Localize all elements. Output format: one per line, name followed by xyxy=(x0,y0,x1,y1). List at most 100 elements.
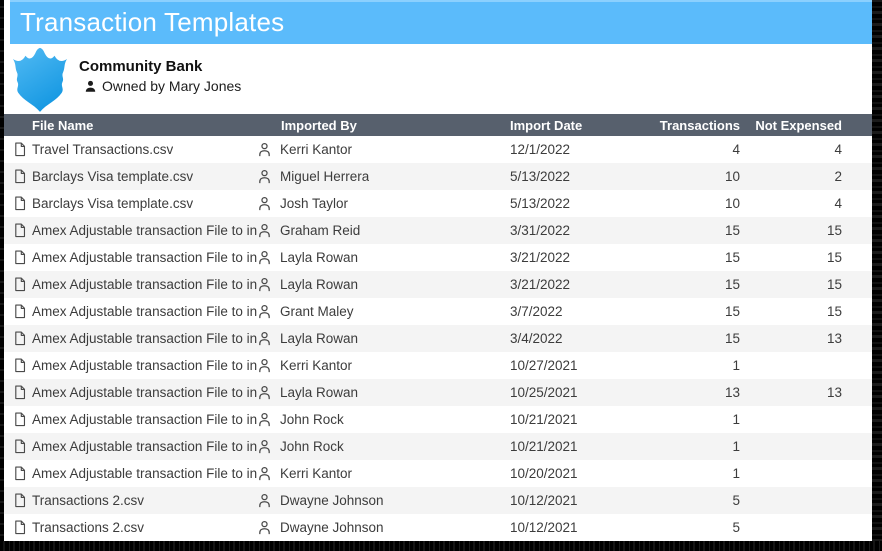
table-row[interactable]: Amex Adjustable transaction File to in G… xyxy=(4,298,872,325)
table-row[interactable]: Amex Adjustable transaction File to in J… xyxy=(4,433,872,460)
file-name-cell: Transactions 2.csv xyxy=(32,493,145,508)
file-name-cell: Amex Adjustable transaction File to in xyxy=(32,385,257,400)
import-date-cell: 12/1/2022 xyxy=(510,142,571,157)
imported-by-cell: Dwayne Johnson xyxy=(280,520,384,535)
table-row[interactable]: Amex Adjustable transaction File to in K… xyxy=(4,352,872,379)
imported-by-cell: Kerri Kantor xyxy=(280,466,353,481)
transactions-cell: 1 xyxy=(732,439,740,454)
file-name-cell: Amex Adjustable transaction File to in xyxy=(32,358,257,373)
file-name-cell: Amex Adjustable transaction File to in xyxy=(32,223,257,238)
table-row[interactable]: Amex Adjustable transaction File to in J… xyxy=(4,406,872,433)
table-row[interactable]: Travel Transactions.csv Kerri Kantor 12/… xyxy=(4,136,872,163)
table-row[interactable]: Amex Adjustable transaction File to in L… xyxy=(4,244,872,271)
report-canvas: Transaction Templates Community Bank xyxy=(4,0,872,541)
not-expensed-cell: 13 xyxy=(826,385,842,400)
column-header-not-expensed[interactable]: Not Expensed xyxy=(755,117,842,133)
templates-table: File Name Imported By Import Date Transa… xyxy=(4,114,872,541)
imported-by-cell: Layla Rowan xyxy=(280,385,359,400)
table-row[interactable]: Transactions 2.csv Dwayne Johnson 10/12/… xyxy=(4,487,872,514)
file-name-cell: Amex Adjustable transaction File to in xyxy=(32,466,257,481)
transactions-cell: 15 xyxy=(724,304,740,319)
transactions-cell: 10 xyxy=(724,169,740,184)
transactions-cell: 15 xyxy=(724,331,740,346)
table-row[interactable]: Amex Adjustable transaction File to in L… xyxy=(4,271,872,298)
person-outline-icon xyxy=(257,466,272,481)
person-outline-icon xyxy=(257,412,272,427)
file-icon xyxy=(13,142,27,157)
imported-by-cell: Layla Rowan xyxy=(280,331,359,346)
file-icon xyxy=(13,196,27,211)
table-row[interactable]: Transactions 2.csv Dwayne Johnson 10/12/… xyxy=(4,514,872,541)
file-name-cell: Amex Adjustable transaction File to in xyxy=(32,439,257,454)
transactions-cell: 13 xyxy=(724,385,740,400)
bank-owner-label: Owned by Mary Jones xyxy=(102,78,242,94)
file-icon xyxy=(13,331,27,346)
not-expensed-cell: 2 xyxy=(834,169,842,184)
not-expensed-cell: 4 xyxy=(834,196,842,211)
column-header-import-date[interactable]: Import Date xyxy=(510,117,583,133)
table-row[interactable]: Amex Adjustable transaction File to in L… xyxy=(4,379,872,406)
imported-by-cell: John Rock xyxy=(280,412,344,427)
person-outline-icon xyxy=(257,142,272,157)
import-date-cell: 10/27/2021 xyxy=(510,358,578,373)
table-row[interactable]: Barclays Visa template.csv Josh Taylor 5… xyxy=(4,190,872,217)
page-title: Transaction Templates xyxy=(20,7,285,37)
transactions-cell: 1 xyxy=(732,412,740,427)
table-row[interactable]: Amex Adjustable transaction File to in K… xyxy=(4,460,872,487)
file-icon xyxy=(13,493,27,508)
eagle-logo-icon xyxy=(12,47,68,112)
person-outline-icon xyxy=(257,196,272,211)
person-outline-icon xyxy=(257,169,272,184)
file-icon xyxy=(13,223,27,238)
file-icon xyxy=(13,412,27,427)
import-date-cell: 10/12/2021 xyxy=(510,493,578,508)
transactions-cell: 15 xyxy=(724,250,740,265)
bank-info: Community Bank Owned by Mary Jones xyxy=(79,58,241,94)
imported-by-cell: Kerri Kantor xyxy=(280,142,353,157)
file-name-cell: Amex Adjustable transaction File to in xyxy=(32,304,257,319)
file-name-cell: Barclays Visa template.csv xyxy=(32,169,194,184)
import-date-cell: 3/4/2022 xyxy=(510,331,563,346)
table-header-row: File Name Imported By Import Date Transa… xyxy=(4,114,872,136)
imported-by-cell: Miguel Herrera xyxy=(280,169,370,184)
person-outline-icon xyxy=(257,385,272,400)
title-bar: Transaction Templates xyxy=(10,0,872,44)
table-body: Travel Transactions.csv Kerri Kantor 12/… xyxy=(4,136,872,541)
import-date-cell: 10/12/2021 xyxy=(510,520,578,535)
not-expensed-cell: 13 xyxy=(826,331,842,346)
import-date-cell: 3/7/2022 xyxy=(510,304,563,319)
not-expensed-cell: 15 xyxy=(826,250,842,265)
import-date-cell: 10/21/2021 xyxy=(510,412,578,427)
column-header-file-name[interactable]: File Name xyxy=(32,117,94,133)
not-expensed-cell: 15 xyxy=(826,277,842,292)
file-icon xyxy=(13,466,27,481)
file-name-cell: Amex Adjustable transaction File to in xyxy=(32,412,257,427)
person-outline-icon xyxy=(257,250,272,265)
file-icon xyxy=(13,439,27,454)
import-date-cell: 10/20/2021 xyxy=(510,466,578,481)
imported-by-cell: Grant Maley xyxy=(280,304,354,319)
import-date-cell: 3/31/2022 xyxy=(510,223,571,238)
import-date-cell: 5/13/2022 xyxy=(510,196,571,211)
column-header-transactions[interactable]: Transactions xyxy=(659,117,740,133)
table-row[interactable]: Amex Adjustable transaction File to in G… xyxy=(4,217,872,244)
table-row[interactable]: Barclays Visa template.csv Miguel Herrer… xyxy=(4,163,872,190)
file-name-cell: Transactions 2.csv xyxy=(32,520,145,535)
table-row[interactable]: Amex Adjustable transaction File to in L… xyxy=(4,325,872,352)
screen-edge-right xyxy=(872,0,882,551)
transactions-cell: 5 xyxy=(732,520,740,535)
import-date-cell: 3/21/2022 xyxy=(510,277,571,292)
transactions-cell: 15 xyxy=(724,223,740,238)
column-header-imported-by[interactable]: Imported By xyxy=(281,117,357,133)
file-name-cell: Barclays Visa template.csv xyxy=(32,196,194,211)
imported-by-cell: Layla Rowan xyxy=(280,250,359,265)
imported-by-cell: John Rock xyxy=(280,439,344,454)
screen-edge-bottom xyxy=(0,541,882,551)
file-name-cell: Amex Adjustable transaction File to in xyxy=(32,277,257,292)
transactions-cell: 4 xyxy=(732,142,740,157)
file-icon xyxy=(13,169,27,184)
file-icon xyxy=(13,304,27,319)
person-outline-icon xyxy=(257,439,272,454)
bank-header: Community Bank Owned by Mary Jones xyxy=(4,44,872,114)
bank-name: Community Bank xyxy=(79,58,203,75)
